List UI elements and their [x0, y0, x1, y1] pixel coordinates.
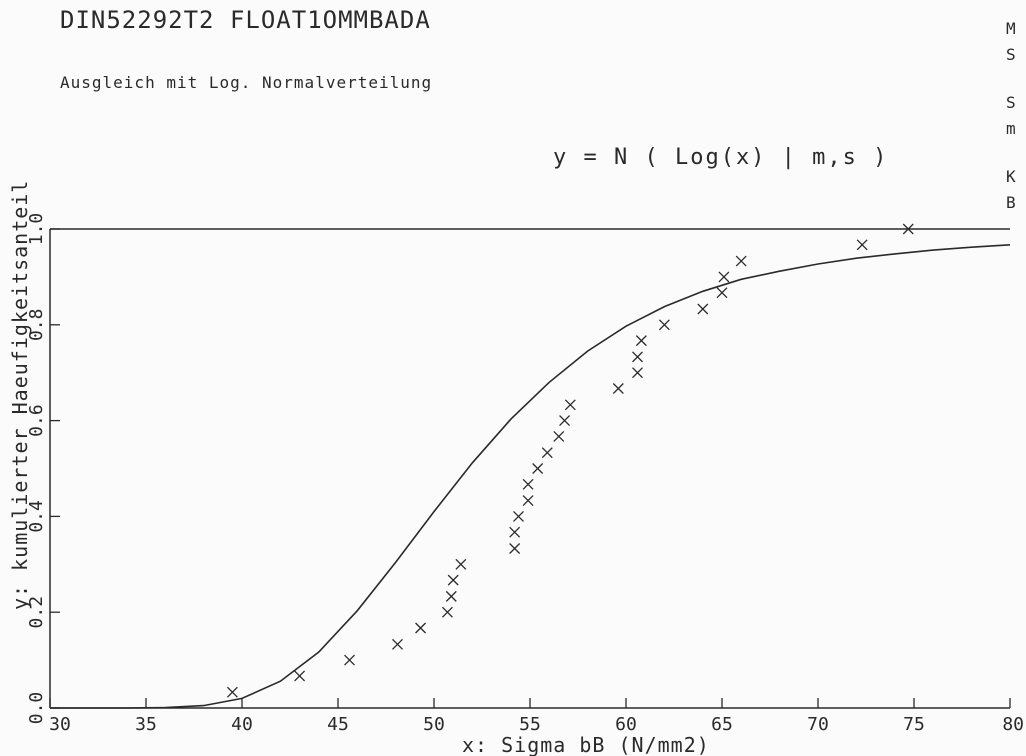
- chart-title: DIN52292T2 FLOAT1OMMBADA: [60, 6, 431, 34]
- data-points: [226, 223, 914, 698]
- data-point: [658, 319, 670, 331]
- data-point: [553, 430, 565, 442]
- data-point: [541, 447, 553, 459]
- x-tick-label: 65: [711, 714, 733, 735]
- data-point: [509, 543, 521, 554]
- data-point: [532, 463, 544, 474]
- data-point: [632, 367, 643, 379]
- x-tick-label: 55: [519, 714, 541, 735]
- x-tick-label: 35: [135, 714, 157, 735]
- side-label: S: [1006, 45, 1016, 64]
- x-tick-label: 70: [807, 714, 829, 735]
- y-tick-label: 0.0: [26, 692, 47, 725]
- side-label: m: [1006, 119, 1016, 138]
- data-point: [612, 383, 624, 394]
- y-tick-label: 0.4: [26, 500, 47, 533]
- x-tick-label: 80: [1002, 714, 1024, 735]
- chart-subtitle: Ausgleich mit Log. Normalverteilung: [60, 73, 432, 92]
- data-point: [441, 606, 453, 618]
- side-label: M: [1006, 19, 1016, 38]
- data-point: [716, 287, 728, 299]
- data-point: [856, 239, 868, 251]
- fit-curve: [50, 244, 1011, 709]
- data-point: [522, 478, 534, 490]
- x-tick-label: 45: [327, 714, 349, 735]
- data-point: [509, 526, 521, 538]
- data-point: [559, 415, 571, 427]
- data-point: [513, 510, 524, 522]
- data-point: [455, 558, 467, 570]
- x-tick-label: 30: [49, 714, 71, 735]
- y-tick-label: 0.8: [26, 309, 47, 342]
- y-ticks: 0.0 0.2 0.4 0.6 0.8 1.0: [26, 213, 60, 725]
- data-point: [632, 351, 643, 363]
- y-tick-label: 0.6: [26, 404, 47, 437]
- data-point: [226, 686, 238, 698]
- x-axis-label: x: Sigma bB (N/mm2): [462, 733, 710, 756]
- y-axis-label: y: kumulierter Haeufigkeitsanteil: [8, 180, 32, 610]
- data-point: [635, 335, 647, 347]
- x-tick-label: 50: [423, 714, 445, 735]
- data-point: [445, 590, 457, 602]
- data-point: [564, 399, 576, 411]
- data-point: [392, 638, 403, 650]
- data-point: [294, 670, 306, 682]
- x-tick-label: 75: [903, 714, 925, 735]
- data-point: [344, 654, 355, 666]
- data-point: [902, 223, 914, 235]
- data-point: [415, 622, 427, 634]
- data-point: [735, 255, 747, 267]
- data-point: [697, 303, 709, 315]
- y-tick-label: 0.2: [26, 596, 47, 629]
- y-tick-label: 1.0: [26, 213, 47, 246]
- formula-label: y = N ( Log(x) | m,s ): [553, 145, 888, 170]
- data-point: [447, 574, 459, 586]
- x-tick-label: 60: [615, 714, 637, 735]
- x-ticks: 30 35 40 45 50 55 60 65 70 75 80: [49, 698, 1024, 735]
- data-point: [718, 271, 730, 283]
- side-label: S: [1006, 93, 1016, 112]
- x-tick-label: 40: [231, 714, 253, 735]
- data-point: [522, 495, 534, 507]
- side-label: K: [1006, 167, 1016, 186]
- side-label: B: [1006, 193, 1016, 212]
